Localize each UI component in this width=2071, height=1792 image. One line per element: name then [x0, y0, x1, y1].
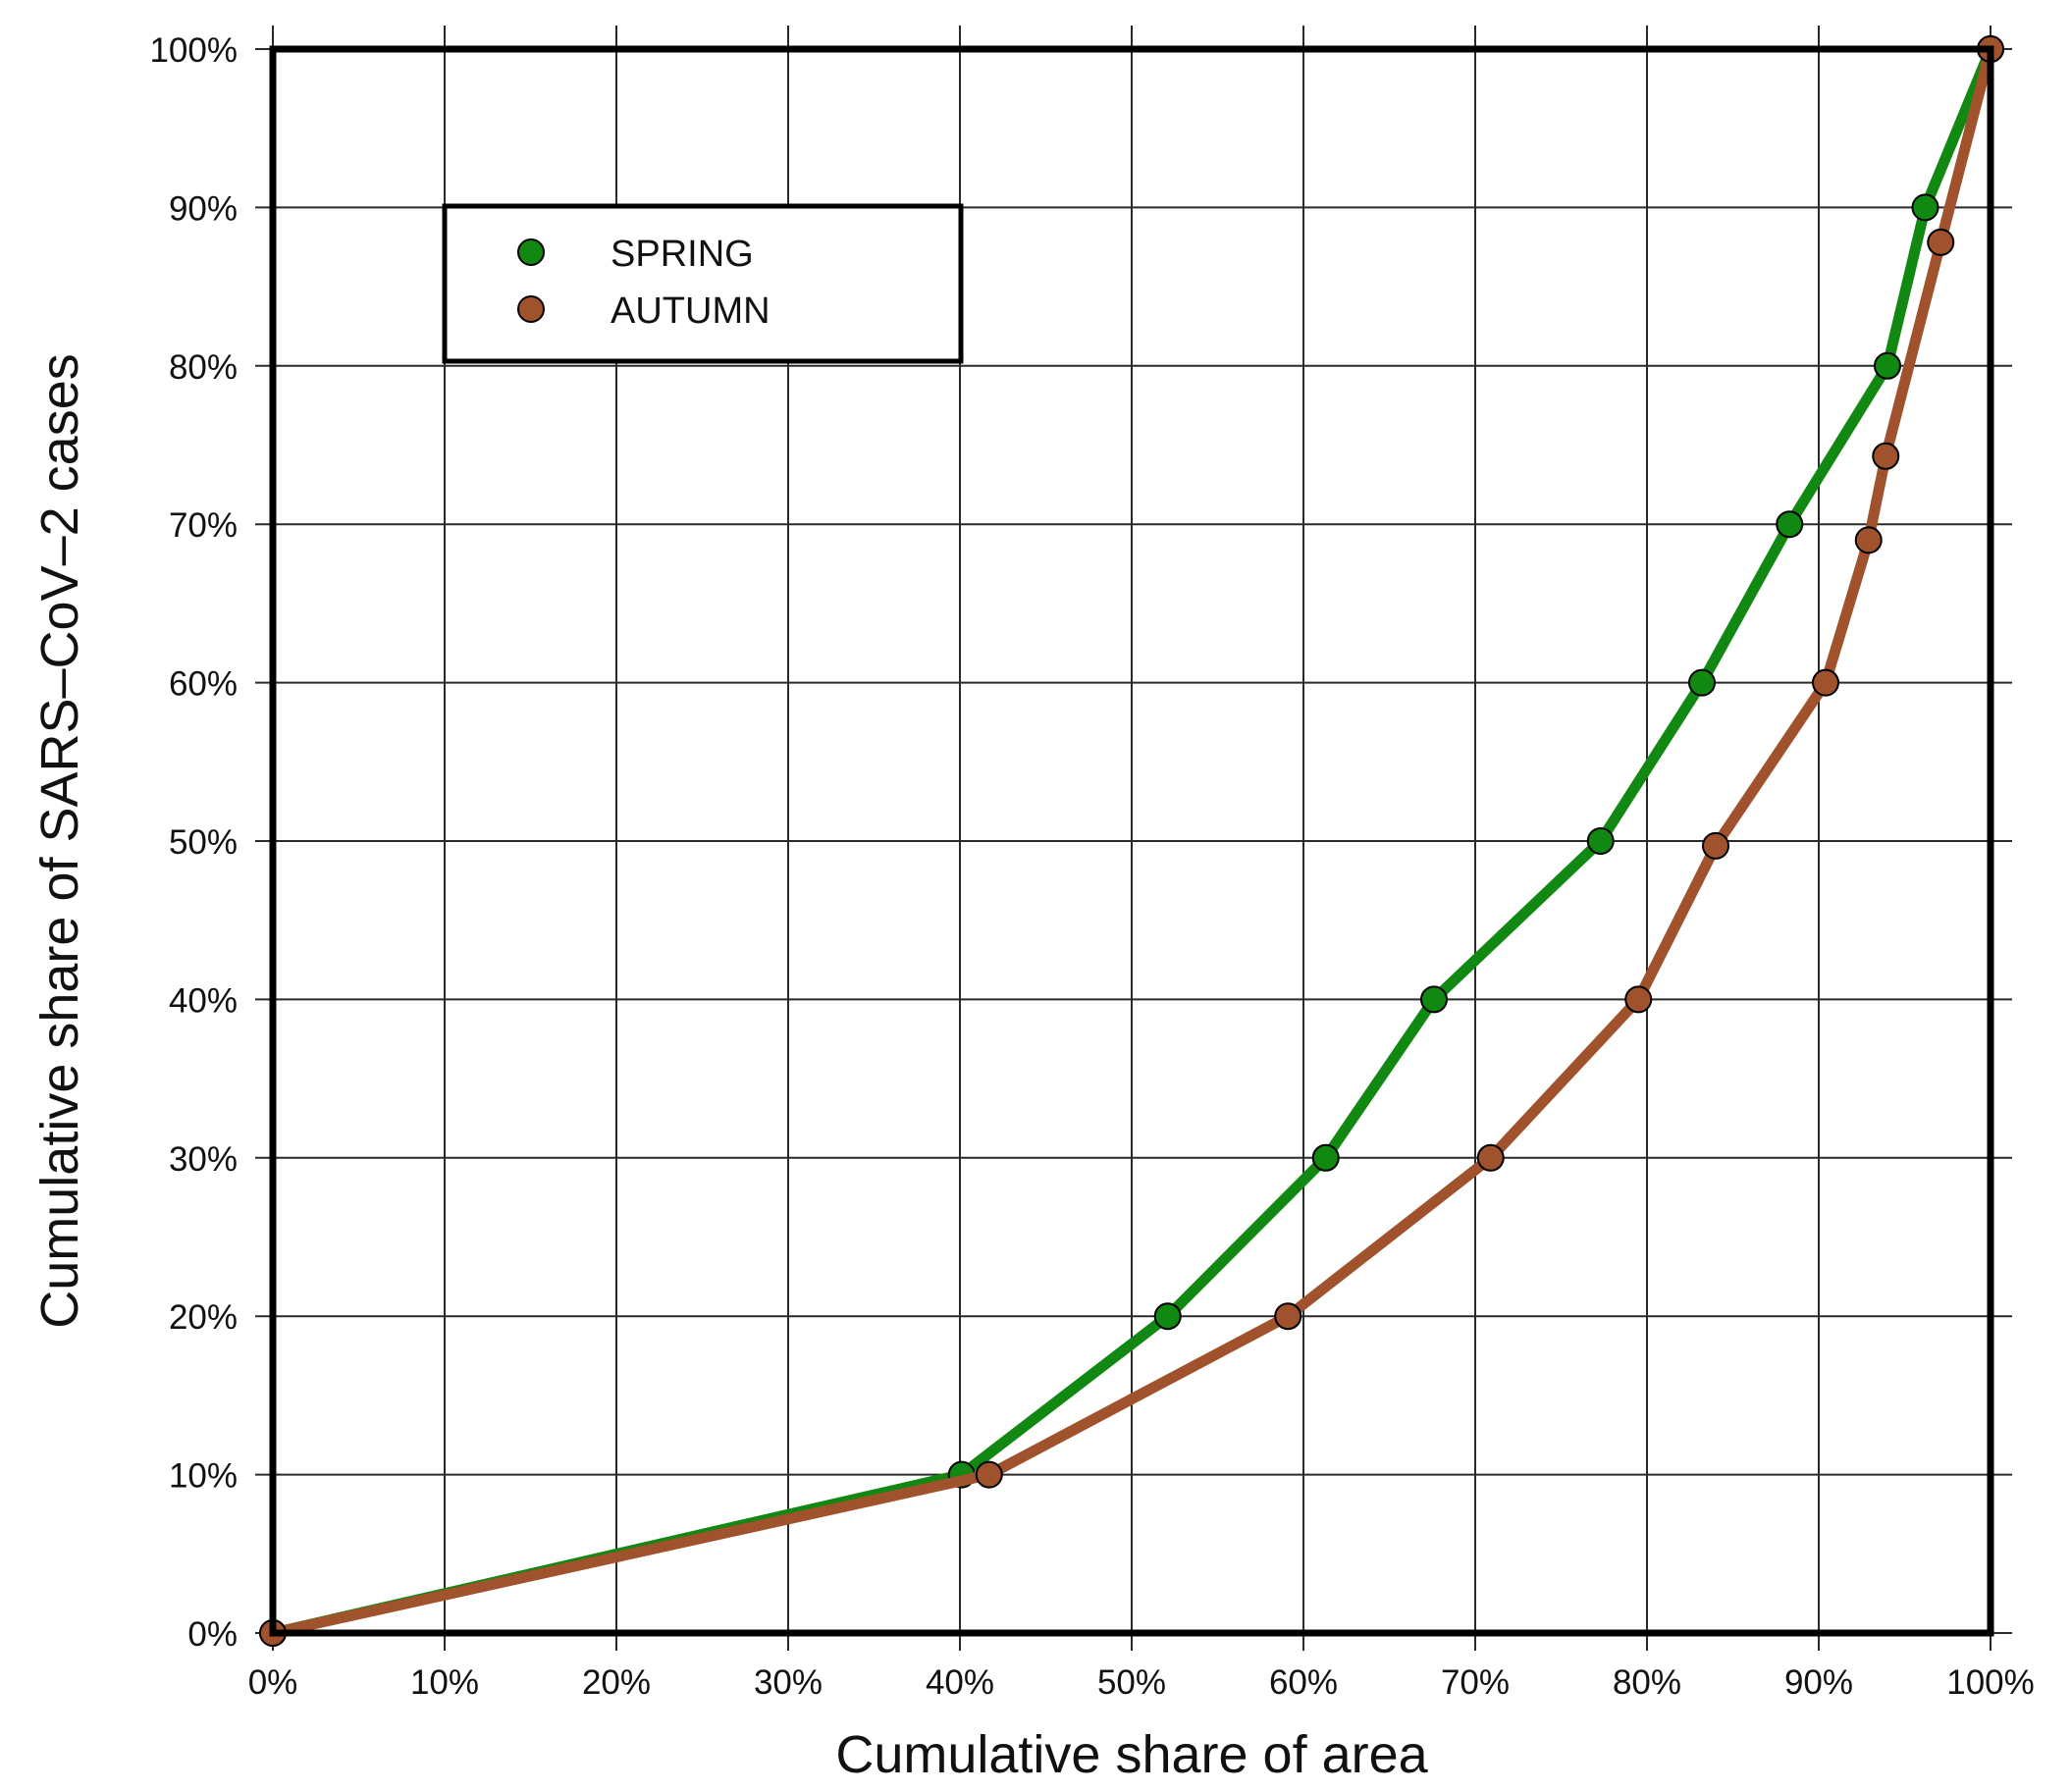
y-tick-label: 20%: [169, 1298, 238, 1337]
y-tick-label: 0%: [187, 1615, 238, 1654]
y-tick-label: 90%: [169, 189, 238, 228]
x-tick-label: 10%: [410, 1663, 479, 1702]
spring-point: [1586, 827, 1615, 855]
x-axis-title: Cumulative share of area: [835, 1725, 1428, 1784]
spring-point: [1776, 510, 1804, 539]
autumn-point: [975, 1460, 1003, 1489]
x-tick-label: 30%: [754, 1663, 823, 1702]
spring-point: [1911, 193, 1939, 222]
legend-label-autumn: AUTUMN: [611, 290, 770, 332]
series-autumn: [259, 35, 2004, 1647]
autumn-point: [1702, 831, 1729, 860]
autumn-point: [1854, 526, 1883, 554]
autumn-point: [1624, 985, 1653, 1014]
legend-label-spring: SPRING: [611, 234, 754, 275]
x-tick-label: 90%: [1784, 1663, 1853, 1702]
plot-frame: [269, 45, 1994, 1637]
y-tick-label: 100%: [149, 31, 238, 70]
autumn-point: [1927, 228, 1955, 256]
spring-point: [1874, 351, 1901, 380]
spring-point: [1311, 1143, 1340, 1172]
x-tick-label: 50%: [1097, 1663, 1166, 1702]
x-tick-label: 0%: [248, 1663, 298, 1702]
x-tick-label: 20%: [582, 1663, 651, 1702]
autumn-point: [1872, 442, 1900, 470]
x-tick-label: 70%: [1441, 1663, 1510, 1702]
x-tick-label: 60%: [1269, 1663, 1338, 1702]
legend: SPRING AUTUMN: [442, 203, 964, 364]
series-layer: [259, 35, 2004, 1647]
y-tick-label: 80%: [169, 348, 238, 387]
spring-point: [1420, 985, 1448, 1014]
spring-point: [1688, 668, 1716, 697]
legend-marker-autumn: [517, 295, 545, 323]
x-tick-label: 80%: [1613, 1663, 1681, 1702]
y-tick-label: 70%: [169, 506, 238, 545]
autumn-point: [1476, 1143, 1505, 1172]
legend-marker-spring: [517, 238, 545, 266]
legend-box: [442, 203, 964, 364]
y-axis-ticks: 0% 10% 20% 30% 40% 50% 60% 70% 80% 90% 100%: [149, 31, 238, 1654]
y-tick-label: 40%: [169, 981, 238, 1020]
spring-point: [1153, 1302, 1182, 1331]
y-tick-label: 60%: [169, 665, 238, 704]
y-tick-label: 50%: [169, 823, 238, 862]
autumn-point: [1812, 668, 1839, 697]
autumn-point: [1274, 1302, 1302, 1331]
x-tick-label: 40%: [926, 1663, 994, 1702]
y-tick-label: 10%: [169, 1457, 238, 1496]
y-axis-title: Cumulative share of SARS–CoV–2 cases: [30, 353, 89, 1329]
x-axis-ticks: 0% 10% 20% 30% 40% 50% 60% 70% 80% 90% 100%: [248, 1663, 2035, 1702]
y-tick-label: 30%: [169, 1140, 238, 1179]
x-tick-label: 100%: [1946, 1663, 2035, 1702]
